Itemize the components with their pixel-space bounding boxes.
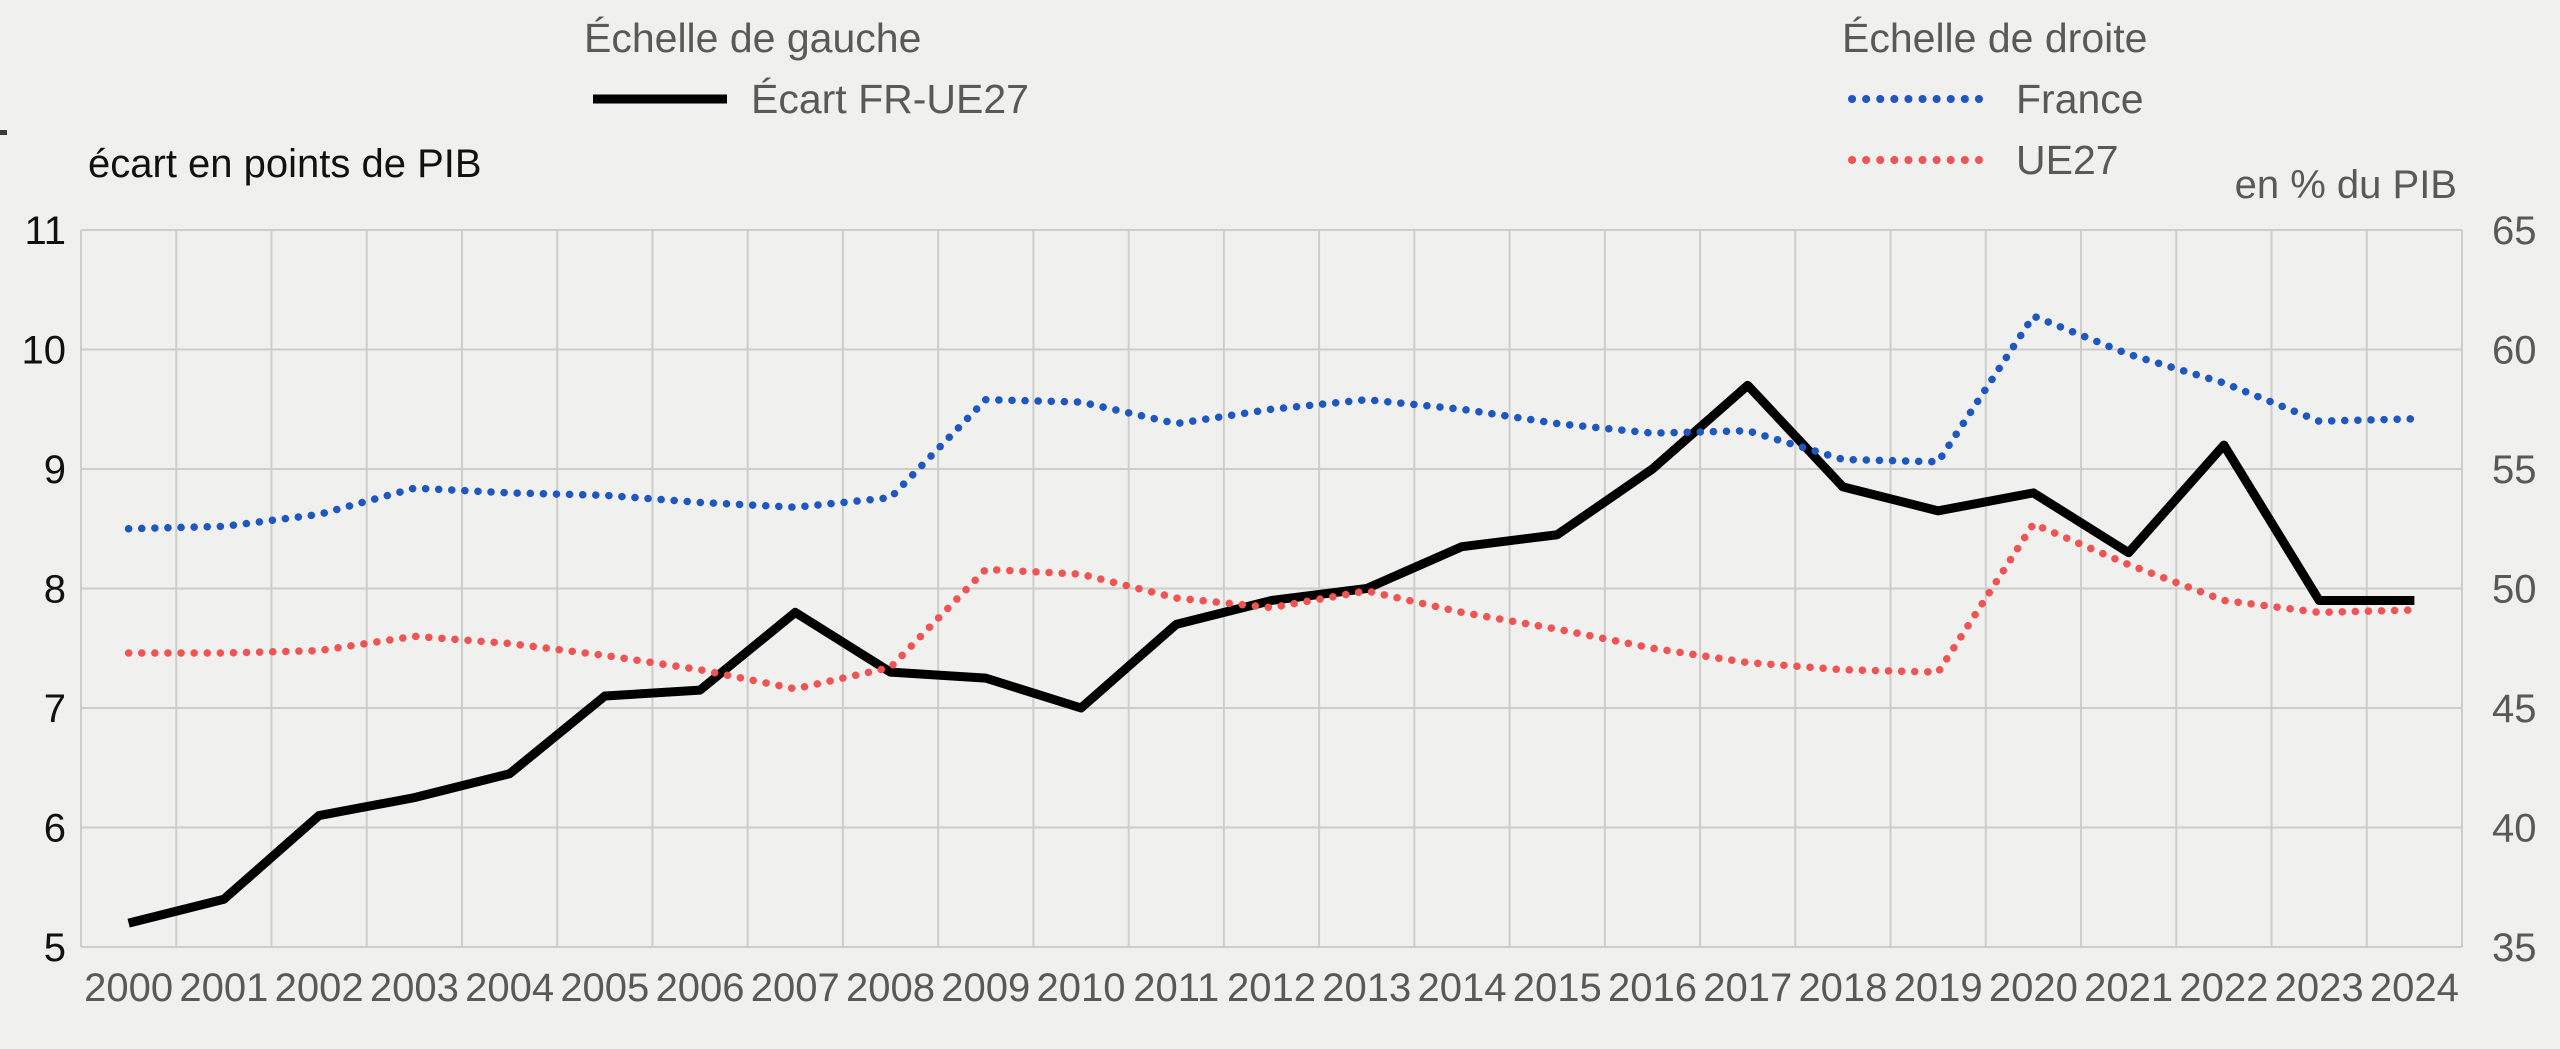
- x-axis-year-label: 2007: [751, 966, 840, 1010]
- x-axis-year-label: 2003: [370, 966, 459, 1010]
- legend-left-title: Échelle de gauche: [584, 15, 921, 61]
- x-axis-year-label: 2024: [2370, 966, 2459, 1010]
- x-axis-year-label: 2000: [84, 966, 173, 1010]
- legend-right-title: Échelle de droite: [1842, 15, 2147, 61]
- x-axis-year-label: 2020: [1989, 966, 2078, 1010]
- x-axis-year-label: 2015: [1513, 966, 1602, 1010]
- legend-france-label: France: [2016, 76, 2144, 122]
- x-axis-year-label: 2021: [2084, 966, 2173, 1010]
- right-axis-tick-label: 45: [2492, 687, 2537, 731]
- x-axis-year-label: 2006: [656, 966, 745, 1010]
- x-axis-year-label: 2014: [1417, 966, 1506, 1010]
- x-axis-year-label: 2011: [1133, 966, 1219, 1010]
- x-axis-year-label: 2005: [560, 966, 649, 1010]
- left-axis-title: écart en points de PIB: [88, 142, 482, 186]
- left-axis-tick-label: 10: [22, 329, 67, 373]
- x-axis-year-label: 2013: [1322, 966, 1411, 1010]
- legend-ue27-label: UE27: [2016, 137, 2119, 183]
- series-line-france: [124, 312, 2419, 533]
- left-axis-tick-label: 7: [44, 687, 66, 731]
- x-axis-year-label: 2010: [1037, 966, 1126, 1010]
- x-axis-year-label: 2023: [2275, 966, 2364, 1010]
- x-axis-year-label: 2009: [941, 966, 1030, 1010]
- x-axis-year-label: 2002: [275, 966, 364, 1010]
- legend-ecart-label: Écart FR-UE27: [751, 76, 1029, 122]
- right-axis-tick-label: 50: [2492, 568, 2537, 612]
- x-axis-year-label: 2012: [1227, 966, 1316, 1010]
- series-layer: [124, 312, 2419, 928]
- right-axis-tick-label: 55: [2492, 448, 2537, 492]
- right-axis-tick-label: 40: [2492, 807, 2537, 851]
- x-axis-year-label: 2001: [179, 966, 268, 1010]
- x-axis-year-label: 2022: [2179, 966, 2268, 1010]
- right-axis-title: en % du PIB: [2235, 163, 2457, 207]
- right-axis-tick-label: 65: [2492, 209, 2537, 253]
- left-axis-tick-label: 6: [44, 807, 66, 851]
- left-axis-tick-label: 9: [44, 448, 66, 492]
- x-axis-year-label: 2018: [1798, 966, 1887, 1010]
- screen-edge-artifact: [0, 130, 7, 135]
- grid-layer: [80, 229, 2463, 948]
- left-axis-tick-label: 11: [24, 209, 66, 253]
- series-line-ecart: [127, 380, 2415, 928]
- x-axis-year-label: 2019: [1894, 966, 1983, 1010]
- series-line-ue27: [124, 520, 2419, 693]
- x-axis-year-label: 2016: [1608, 966, 1697, 1010]
- x-axis-year-label: 2004: [465, 966, 554, 1010]
- right-axis-tick-label: 35: [2492, 926, 2537, 970]
- x-axis-year-label: 2008: [846, 966, 935, 1010]
- x-axis-year-label: 2017: [1703, 966, 1792, 1010]
- left-axis-tick-label: 8: [44, 568, 66, 612]
- left-axis-tick-label: 5: [44, 926, 66, 970]
- right-axis-tick-label: 60: [2492, 329, 2537, 373]
